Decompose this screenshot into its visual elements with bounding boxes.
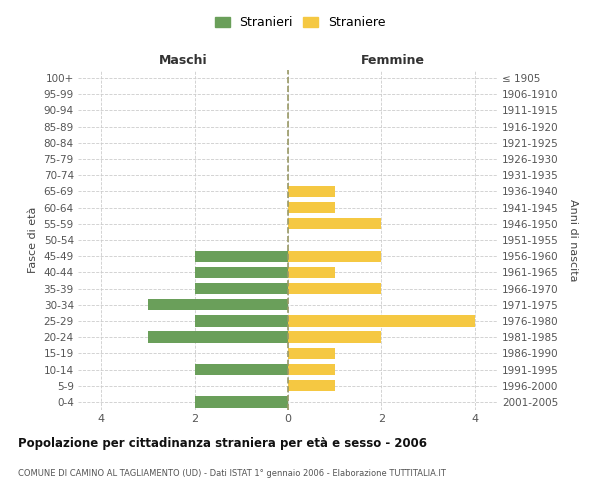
Bar: [288, 348, 335, 359]
Bar: [288, 283, 382, 294]
Text: Maschi: Maschi: [158, 54, 208, 67]
Bar: [288, 316, 475, 326]
Text: Femmine: Femmine: [361, 54, 425, 67]
Bar: [288, 250, 382, 262]
Y-axis label: Fasce di età: Fasce di età: [28, 207, 38, 273]
Bar: [194, 283, 288, 294]
Bar: [194, 250, 288, 262]
Bar: [288, 186, 335, 197]
Bar: [288, 332, 382, 343]
Bar: [288, 380, 335, 392]
Bar: [288, 202, 335, 213]
Bar: [288, 266, 335, 278]
Bar: [288, 364, 335, 375]
Text: COMUNE DI CAMINO AL TAGLIAMENTO (UD) - Dati ISTAT 1° gennaio 2006 - Elaborazione: COMUNE DI CAMINO AL TAGLIAMENTO (UD) - D…: [18, 469, 446, 478]
Bar: [194, 266, 288, 278]
Bar: [288, 218, 382, 230]
Bar: [194, 364, 288, 375]
Bar: [148, 332, 288, 343]
Bar: [148, 299, 288, 310]
Bar: [194, 396, 288, 407]
Y-axis label: Anni di nascita: Anni di nascita: [568, 198, 578, 281]
Legend: Stranieri, Straniere: Stranieri, Straniere: [209, 11, 391, 34]
Bar: [194, 316, 288, 326]
Text: Popolazione per cittadinanza straniera per età e sesso - 2006: Popolazione per cittadinanza straniera p…: [18, 438, 427, 450]
